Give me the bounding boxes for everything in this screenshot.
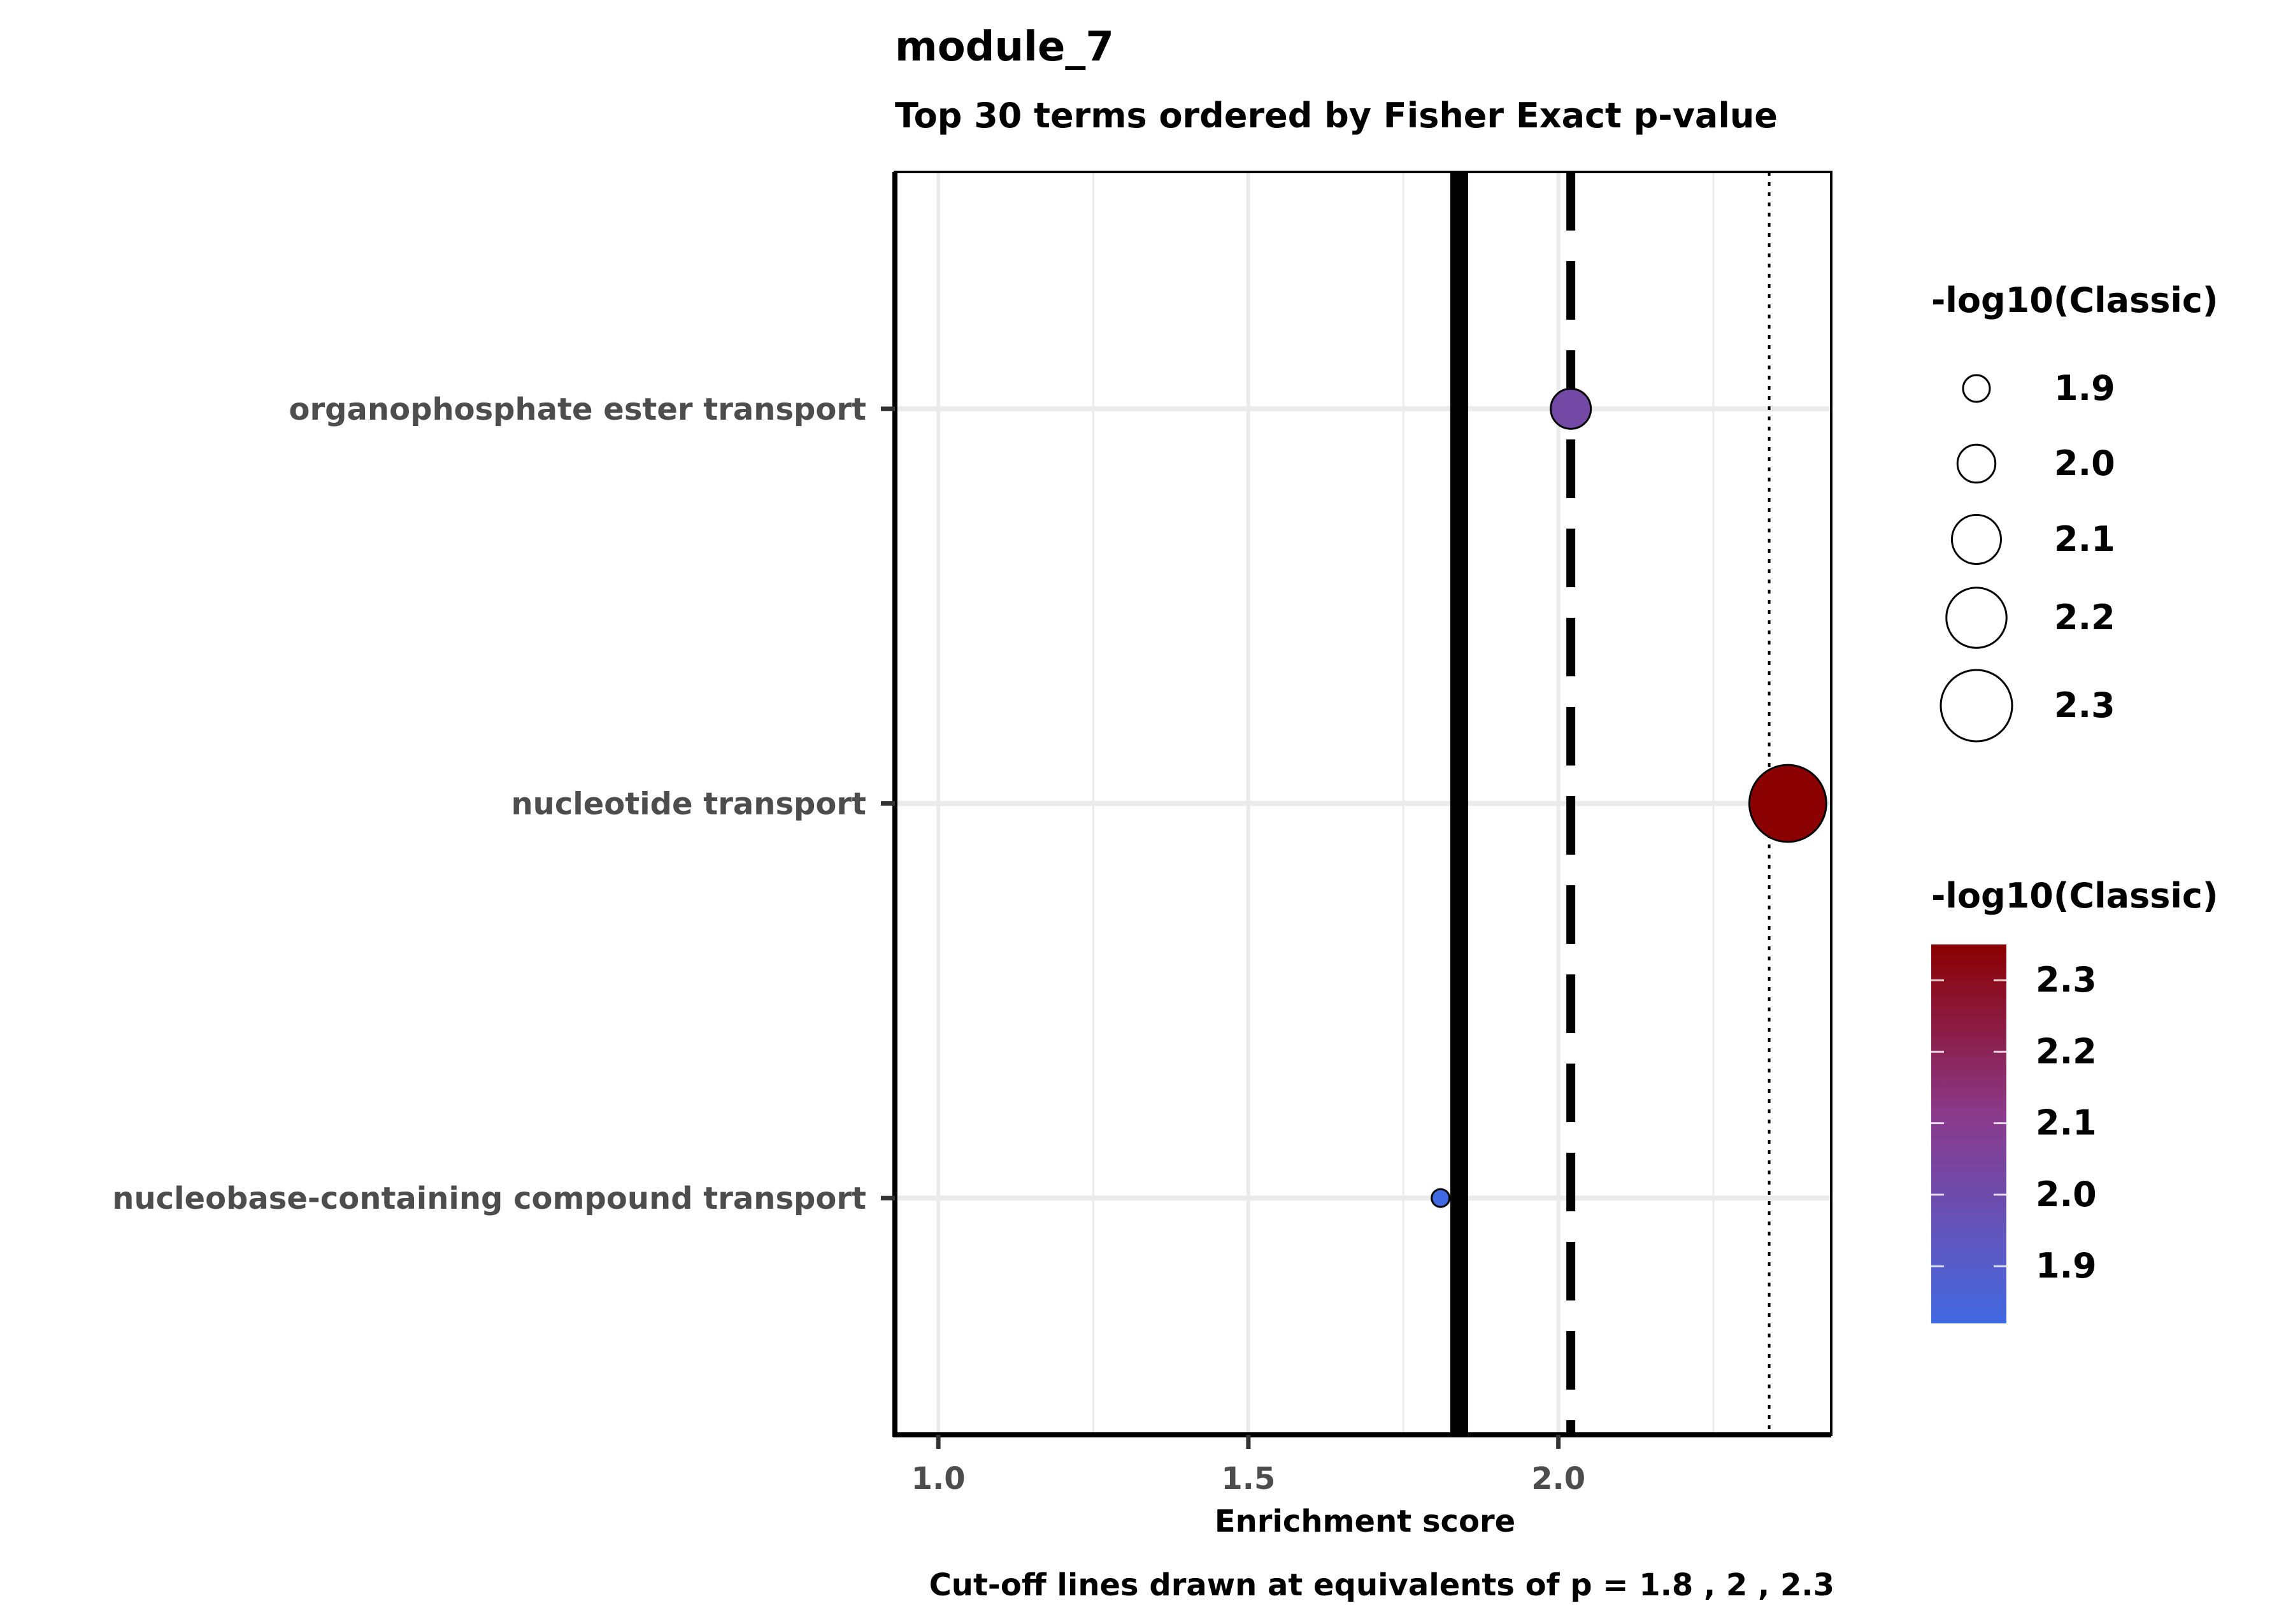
size-legend-key xyxy=(1956,443,1997,484)
grid xyxy=(895,172,1831,1435)
data-point xyxy=(1550,387,1592,430)
y-tick-label: organophosphate ester transport xyxy=(289,392,866,427)
size-legend: -log10(Classic) 1.9 2.0 2.1 2.2 2.3 xyxy=(1931,280,2218,743)
size-legend-label: 2.3 xyxy=(2054,685,2115,725)
chart-subtitle: Top 30 terms ordered by Fisher Exact p-v… xyxy=(895,96,1778,136)
size-legend-label: 1.9 xyxy=(2054,368,2115,408)
data-point xyxy=(1431,1188,1451,1208)
color-legend-label: 2.3 xyxy=(2036,960,2097,1000)
cutoff-lines xyxy=(1450,172,1771,1435)
color-legend-label: 2.1 xyxy=(2036,1103,2097,1143)
y-tick-label: nucleotide transport xyxy=(511,787,866,822)
chart-caption: Cut-off lines drawn at equivalents of p … xyxy=(929,1567,1834,1603)
y-tick-label: nucleobase-containing compound transport xyxy=(112,1181,866,1216)
size-legend-label: 2.2 xyxy=(2054,597,2115,637)
color-legend: -log10(Classic) 2.3 2.2 2.1 2.0 1.9 xyxy=(1931,876,2218,1323)
x-tick-label: 1.0 xyxy=(911,1461,966,1497)
color-legend-label: 2.0 xyxy=(2036,1174,2097,1214)
size-legend-label: 2.1 xyxy=(2054,519,2115,559)
color-legend-label: 2.2 xyxy=(2036,1031,2097,1071)
colorbar xyxy=(1931,944,2006,1323)
chart-title: module_7 xyxy=(895,24,1114,71)
x-tick-label: 2.0 xyxy=(1531,1461,1585,1497)
color-legend-title: -log10(Classic) xyxy=(1931,876,2218,916)
size-legend-key xyxy=(1939,669,2013,743)
size-legend-title: -log10(Classic) xyxy=(1931,280,2218,320)
data-points xyxy=(1431,387,1827,1208)
x-tick-label: 1.5 xyxy=(1221,1461,1275,1497)
size-legend-key xyxy=(1962,374,1991,403)
size-legend-key xyxy=(1945,587,2008,649)
y-axis-labels: organophosphate ester transport nucleotid… xyxy=(112,392,895,1216)
x-axis-ticks: 1.0 1.5 2.0 xyxy=(911,1435,1585,1497)
x-axis-label: Enrichment score xyxy=(1215,1504,1515,1539)
size-legend-key xyxy=(1951,514,2002,565)
data-point xyxy=(1748,764,1827,843)
color-legend-label: 1.9 xyxy=(2036,1246,2097,1286)
size-legend-label: 2.0 xyxy=(2054,443,2115,483)
